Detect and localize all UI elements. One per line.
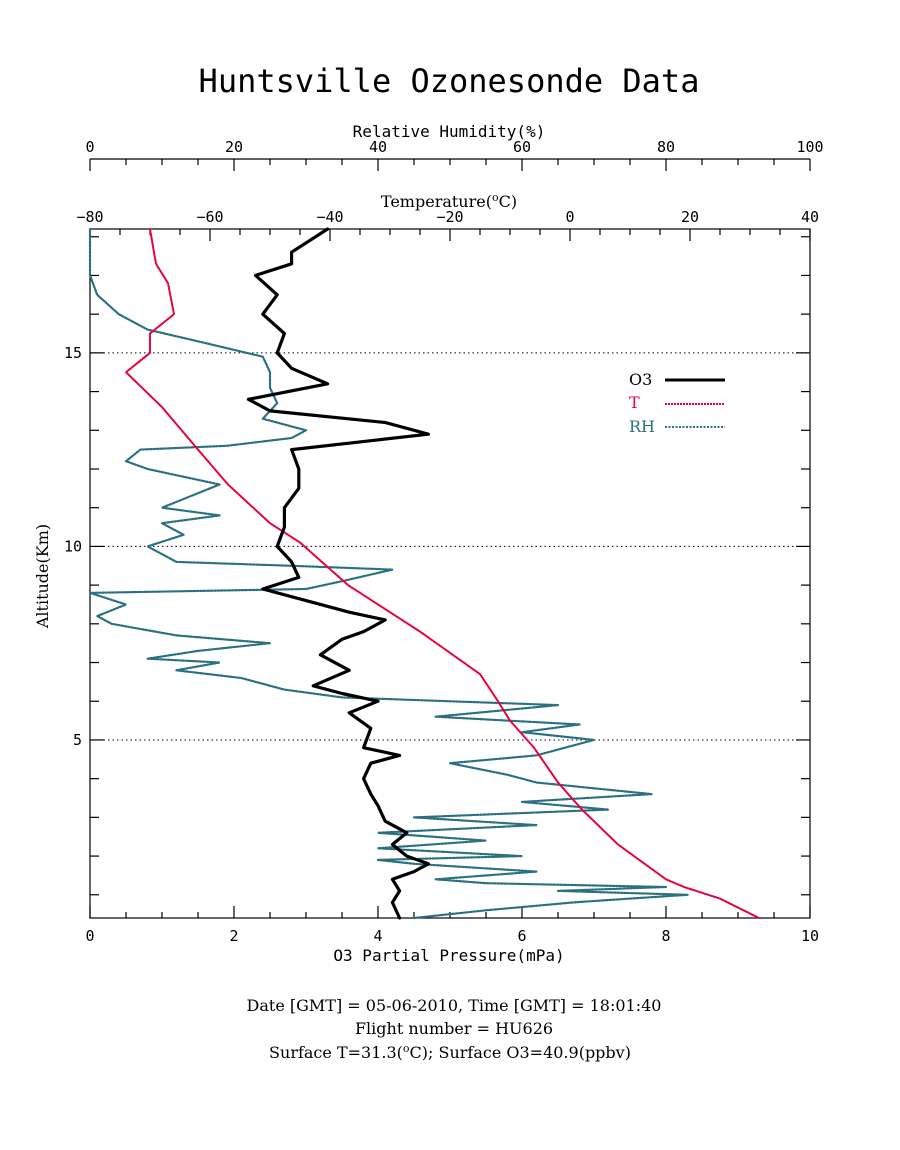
o3-tick-label: 8 <box>661 927 670 945</box>
temp-tick-label: −80 <box>76 208 103 226</box>
rh-tick-label: 100 <box>796 138 823 156</box>
o3-series <box>246 227 430 920</box>
footer-date-time: Date [GMT] = 05-06-2010, Time [GMT] = 18… <box>247 996 662 1015</box>
temp-tick-label: −20 <box>436 208 463 226</box>
legend-label-rh: RH <box>629 417 655 436</box>
rh-tick-label: 0 <box>85 138 94 156</box>
o3-tick-label: 2 <box>229 927 238 945</box>
temp-tick-label: −40 <box>316 208 343 226</box>
altitude-tick-label: 10 <box>64 537 82 555</box>
series-layer <box>88 227 760 920</box>
legend: O3 T RH <box>629 370 725 436</box>
o3-tick-label: 10 <box>801 927 819 945</box>
o3-tick-label: 6 <box>517 927 526 945</box>
legend-label-t: T <box>629 393 640 412</box>
rh-series <box>88 227 689 920</box>
t-series <box>125 228 760 919</box>
o3-tick-label: 0 <box>85 927 94 945</box>
altitude-axis-label: Altitude(Km) <box>33 524 52 629</box>
o3-tick-label: 4 <box>373 927 382 945</box>
rh-axis-label: Relative Humidity(%) <box>353 122 546 141</box>
temp-tick-label: −60 <box>196 208 223 226</box>
rh-tick-label: 40 <box>369 138 387 156</box>
rh-tick-label: 80 <box>657 138 675 156</box>
altitude-tick-label: 5 <box>73 731 82 749</box>
temp-axis-label: Temperature(oC) <box>381 191 517 211</box>
footer-flight-number: Flight number = HU626 <box>355 1019 553 1038</box>
altitude-tick-label: 15 <box>64 344 82 362</box>
o3-axis: 0 2 4 6 8 10 <box>85 906 819 945</box>
legend-label-o3: O3 <box>629 370 652 389</box>
temp-axis: −80 −60 −40 −20 0 20 40 <box>76 208 819 241</box>
temp-tick-label: 0 <box>565 208 574 226</box>
altitude-gridlines <box>90 352 810 741</box>
plot-frame <box>89 228 811 919</box>
chart-title: Huntsville Ozonesonde Data <box>199 62 700 100</box>
temp-tick-label: 20 <box>681 208 699 226</box>
o3-axis-label: O3 Partial Pressure(mPa) <box>333 946 564 965</box>
temp-tick-label: 40 <box>801 208 819 226</box>
rh-axis: 0 20 40 60 80 100 <box>85 138 824 171</box>
rh-tick-label: 60 <box>513 138 531 156</box>
altitude-axis: 5 10 15 <box>64 236 810 896</box>
rh-tick-label: 20 <box>225 138 243 156</box>
footer-surface-values: Surface T=31.3(oC); Surface O3=40.9(ppbv… <box>269 1042 631 1062</box>
